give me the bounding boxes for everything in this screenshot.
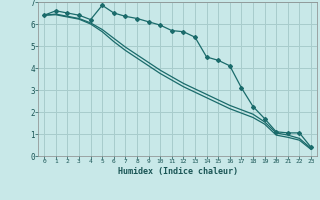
X-axis label: Humidex (Indice chaleur): Humidex (Indice chaleur)	[118, 167, 238, 176]
